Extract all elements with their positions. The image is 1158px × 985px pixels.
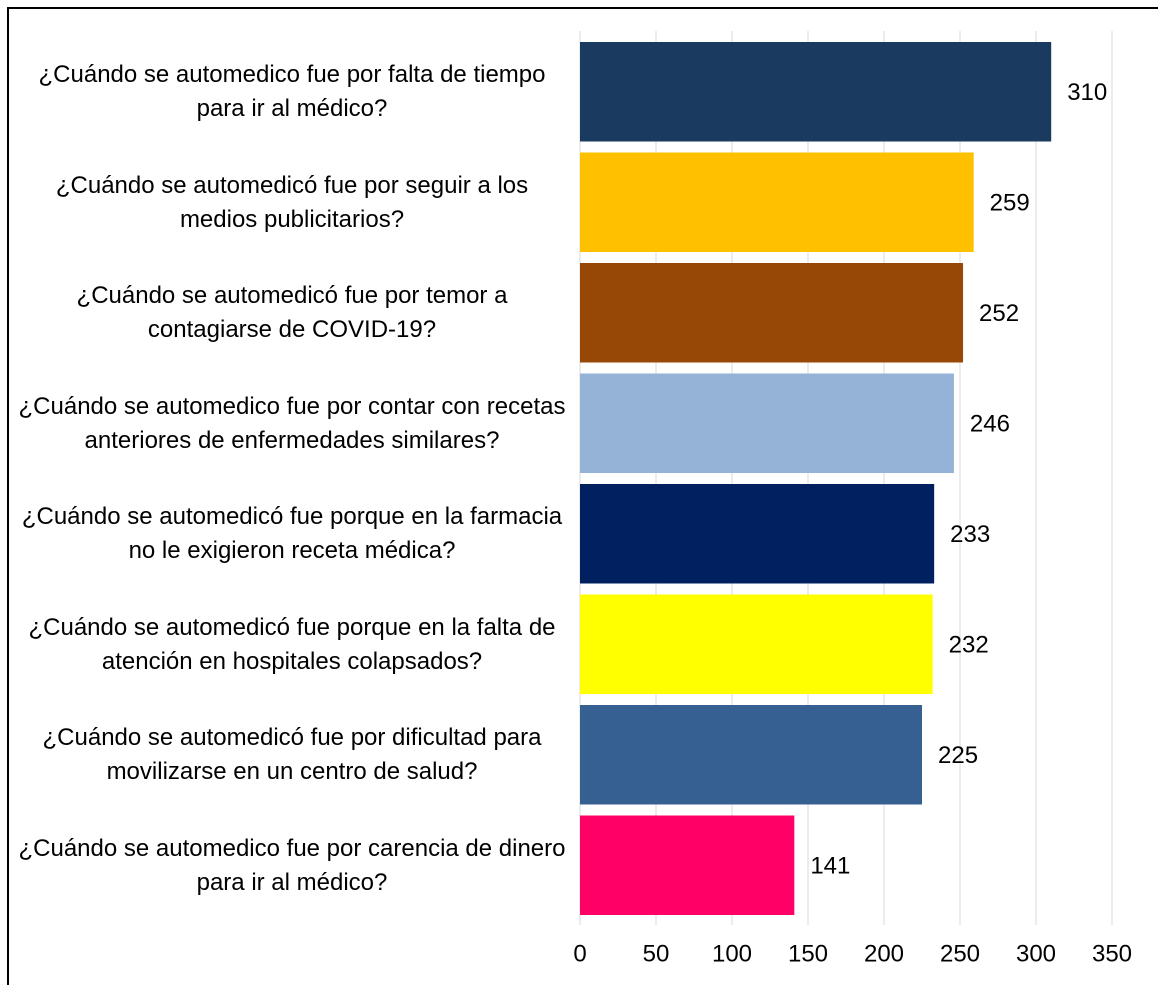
data-label: 246 bbox=[970, 411, 1010, 438]
frame bbox=[7, 7, 1158, 985]
x-tick-label: 150 bbox=[788, 940, 828, 967]
category-label: ¿Cuándo se automedicó fue por dificultad… bbox=[42, 724, 542, 786]
data-label: 225 bbox=[938, 742, 978, 769]
data-label: 252 bbox=[979, 300, 1019, 327]
x-tick-label: 250 bbox=[940, 940, 980, 967]
category-label: ¿Cuándo se automedico fue por falta de t… bbox=[38, 61, 546, 123]
category-label: ¿Cuándo se automedicó fue por temor a co… bbox=[76, 282, 508, 344]
data-label: 141 bbox=[810, 853, 850, 880]
category-label: ¿Cuándo se automedico fue por contar con… bbox=[18, 392, 566, 454]
bar bbox=[580, 373, 954, 473]
category-label: ¿Cuándo se automedicó fue porque en la f… bbox=[28, 613, 556, 675]
bar bbox=[580, 263, 964, 363]
category-label: ¿Cuándo se automedicó fue por seguir a l… bbox=[55, 171, 529, 233]
bar bbox=[580, 594, 933, 694]
category-label: ¿Cuándo se automedicó fue porque en la f… bbox=[21, 503, 563, 565]
bar bbox=[580, 42, 1052, 142]
data-label: 259 bbox=[990, 190, 1030, 217]
bar bbox=[580, 815, 795, 915]
x-tick-label: 100 bbox=[712, 940, 752, 967]
x-tick-label: 350 bbox=[1092, 940, 1132, 967]
data-label: 233 bbox=[950, 521, 990, 548]
bar bbox=[580, 152, 974, 252]
data-label: 310 bbox=[1067, 79, 1107, 106]
x-tick-label: 0 bbox=[573, 940, 586, 967]
bar bbox=[580, 705, 922, 805]
data-label: 232 bbox=[949, 632, 989, 659]
category-label: ¿Cuándo se automedico fue por carencia d… bbox=[18, 834, 566, 896]
x-tick-label: 300 bbox=[1016, 940, 1056, 967]
bar bbox=[580, 484, 935, 584]
x-tick-label: 200 bbox=[864, 940, 904, 967]
x-tick-label: 50 bbox=[643, 940, 670, 967]
